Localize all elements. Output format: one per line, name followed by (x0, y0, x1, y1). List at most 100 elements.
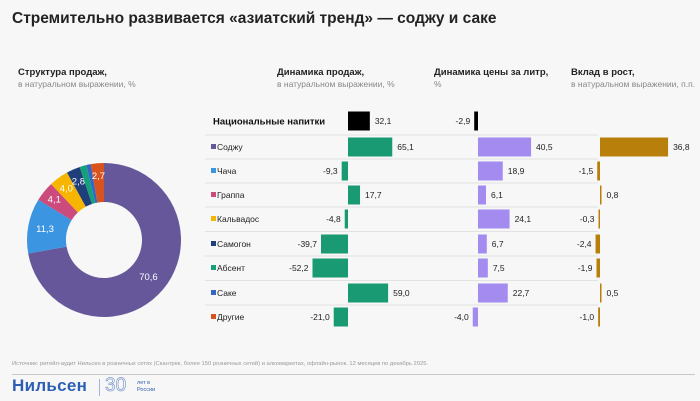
category-label: Соджу (217, 142, 243, 152)
bar-label-series2: 36,8 (673, 142, 690, 152)
bar-label-series1: -2,9 (456, 116, 471, 126)
donut-slice-0 (28, 163, 182, 317)
bar-label-series2: -0,3 (580, 214, 595, 224)
bar-label-series1: 6,7 (492, 239, 504, 249)
bar-series1 (478, 185, 486, 205)
category-label: Чача (217, 166, 237, 176)
bar-label-series0: 59,0 (393, 288, 410, 298)
bar-label-series2: -1,9 (578, 263, 593, 273)
bar-label-series2: -1,0 (579, 312, 594, 322)
bar-label-series0: 65,1 (397, 142, 414, 152)
bar-series0 (341, 161, 348, 181)
category-swatch (211, 144, 216, 149)
donut-slice-label: 4,0 (60, 183, 73, 194)
category-swatch (211, 216, 216, 221)
donut-slice-1 (26, 199, 72, 254)
logo-30-years: 30 (105, 375, 127, 397)
donut-slice-label: 4,1 (48, 195, 61, 206)
bar-label-series1: 18,9 (508, 166, 525, 176)
category-label: Абсент (217, 263, 245, 273)
contribution-subheader: в натуральном выражении, п.п. (571, 79, 696, 89)
bar-label-series2: -1,5 (579, 166, 594, 176)
category-label: Другие (217, 312, 244, 322)
bar-series2 (598, 209, 600, 229)
category-label-total: Национальные напитки (213, 117, 325, 128)
bar-series1 (474, 111, 478, 131)
bar-series0 (333, 307, 348, 327)
donut-slice-5 (79, 165, 96, 204)
category-swatch (211, 265, 216, 270)
bar-series1 (478, 161, 503, 181)
category-swatch (211, 290, 216, 295)
bar-label-series0: -4,8 (326, 214, 341, 224)
bar-label-series0: 32,1 (375, 116, 392, 126)
bar-series0 (321, 234, 348, 254)
donut-slice-label: 11,3 (36, 224, 54, 235)
price-header: Динамика цены за литр, (434, 67, 549, 78)
structure-subheader: в натуральном выражении, % (18, 79, 136, 89)
price-subheader: % (434, 79, 442, 89)
bar-series2 (598, 307, 600, 327)
bar-series0 (348, 185, 361, 205)
bar-label-series1: 22,7 (513, 288, 530, 298)
donut-slice-label: 2,7 (92, 171, 105, 182)
bar-series0 (344, 209, 348, 229)
donut-slice-label: 70,6 (139, 272, 158, 283)
bar-series1 (472, 307, 478, 327)
bar-series2 (596, 258, 600, 278)
bar-series1 (478, 234, 487, 254)
page-title: Стремительно развивается «азиатский трен… (12, 10, 497, 27)
bar-label-series0: -9,3 (323, 166, 338, 176)
category-swatch (211, 168, 216, 173)
sales-header: Динамика продаж, (277, 67, 365, 78)
footer-divider (12, 374, 695, 375)
bar-label-series2: 0,8 (607, 190, 619, 200)
donut-slice-6 (86, 164, 98, 204)
bar-label-series1: 6,1 (491, 190, 503, 200)
bar-label-series0: -52,2 (289, 263, 309, 273)
bar-series1 (478, 137, 532, 157)
bar-label-series2: -2,4 (577, 239, 592, 249)
bar-label-series0: -39,7 (298, 239, 318, 249)
bar-label-series0: 17,7 (365, 190, 382, 200)
source-note: Источник: ритейл-аудит Нильсен в розничн… (12, 361, 429, 367)
bar-series2 (600, 283, 602, 303)
bar-series0 (348, 111, 370, 131)
logo-years-caption: лет в России (137, 380, 156, 393)
bar-series1 (478, 283, 508, 303)
bar-series2 (597, 161, 600, 181)
bar-series2 (595, 234, 600, 254)
donut-slice-label: 2,8 (72, 176, 85, 187)
category-label: Граппа (217, 190, 245, 200)
donut-chart: 70,6 11,3 4,14,02,8 2,7 (26, 163, 182, 317)
bar-label-series1: 24,1 (515, 214, 532, 224)
bar-label-series2: 0,5 (607, 288, 619, 298)
donut-slice-7 (90, 163, 104, 203)
bar-label-series0: -21,0 (310, 312, 330, 322)
bar-series1 (478, 258, 488, 278)
logo-divider (99, 379, 100, 396)
bar-table: Национальные напитки 32,1 -2,9 Соджу 65,1 40,… (205, 111, 690, 327)
bar-series0 (312, 258, 348, 278)
bar-series0 (348, 283, 389, 303)
bar-series2 (600, 185, 602, 205)
category-swatch (211, 314, 216, 319)
bar-label-series1: 7,5 (493, 263, 505, 273)
bar-series2 (600, 137, 669, 157)
bar-series0 (348, 137, 393, 157)
category-swatch (211, 192, 216, 197)
category-label: Самогон (217, 239, 251, 249)
structure-header: Структура продаж, (18, 67, 107, 78)
category-swatch (211, 241, 216, 246)
bar-series1 (478, 209, 510, 229)
bar-label-series1: -4,0 (454, 312, 469, 322)
nielsen-logo: Нильсен (12, 376, 88, 395)
contribution-header: Вклад в рост, (571, 67, 635, 78)
category-label: Саке (217, 288, 237, 298)
sales-subheader: в натуральном выражении, % (277, 79, 395, 89)
donut-slice-4 (67, 166, 93, 207)
category-label: Кальвадос (217, 214, 260, 224)
bar-label-series1: 40,5 (536, 142, 553, 152)
donut-slice-3 (51, 172, 86, 213)
